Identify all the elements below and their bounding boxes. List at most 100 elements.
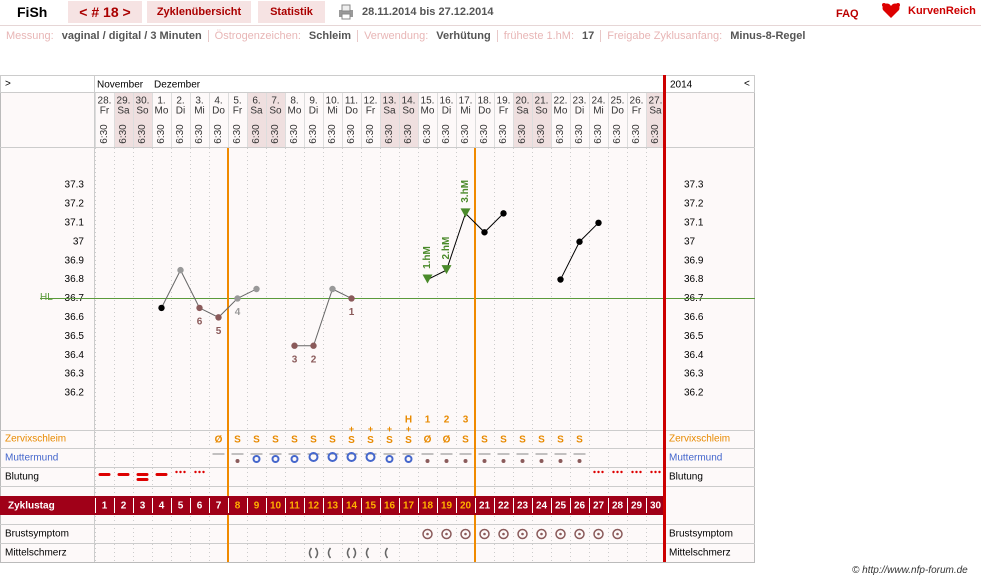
day-label: 26. <box>630 96 644 107</box>
weekday-label: Sa <box>117 106 130 117</box>
day-label: 21. <box>535 96 549 107</box>
temp-point <box>460 208 471 218</box>
hl-label: HL <box>40 292 53 303</box>
cycle-day: 19 <box>441 501 453 512</box>
day-label: 24. <box>592 96 606 107</box>
hm-label: 1.hM <box>422 246 433 269</box>
breast-icon <box>441 528 452 540</box>
spotting-icon <box>597 470 600 474</box>
faq-link[interactable]: FAQ <box>836 8 859 20</box>
weekend-shade <box>114 93 133 147</box>
cervix-icon <box>444 459 449 463</box>
y-tick-label-right: 36.8 <box>684 274 704 285</box>
mucus-symbol: S <box>576 435 583 446</box>
breast-icon <box>597 532 600 536</box>
cervix-icon <box>482 459 487 463</box>
setting-value: Schleim <box>308 30 352 42</box>
cervix-icon <box>271 455 280 463</box>
nav-right: < <box>744 79 750 90</box>
temp-point <box>177 266 184 274</box>
date-range: 28.11.2014 bis 27.12.2014 <box>362 6 494 18</box>
breast-icon <box>460 528 471 540</box>
day-label: 5. <box>233 96 241 107</box>
time-label: 6:30 <box>555 124 566 144</box>
hm-label: 2.hM <box>441 237 452 260</box>
spotting-icon <box>616 470 619 474</box>
y-tick-label: 37.3 <box>65 180 85 191</box>
y-tick-label: 36.6 <box>65 312 85 323</box>
mucus-symbol: S <box>310 435 317 446</box>
cervix-icon <box>539 459 544 463</box>
weekend-shade <box>133 93 152 147</box>
weekday-label: Sa <box>516 106 529 117</box>
weekend-shade <box>513 93 532 147</box>
pain-icon <box>346 547 351 559</box>
mucus-symbol: Ø <box>215 435 223 446</box>
pain-icon <box>352 547 357 559</box>
weekday-label: Fr <box>233 106 243 117</box>
y-tick-label-right: 37 <box>684 236 696 247</box>
mucus-symbol: S <box>519 435 526 446</box>
bleeding-icon <box>155 473 168 476</box>
cycle-day: 1 <box>102 501 108 512</box>
mucus-symbol: S+ <box>386 424 393 445</box>
cervix-icon <box>327 452 338 462</box>
tab[interactable]: Zyklenübersicht <box>147 1 251 23</box>
day-label: 2. <box>176 96 184 107</box>
y-tick-label: 36.8 <box>65 274 85 285</box>
mucus-symbol: S <box>500 435 507 446</box>
cycle-nav[interactable]: < # 18 > <box>68 1 142 23</box>
weekend-shade <box>266 93 285 147</box>
row-label: Blutung <box>5 472 39 483</box>
day-label: 15. <box>421 96 435 107</box>
brand: KurvenReich <box>908 5 976 17</box>
time-label: 6:30 <box>289 124 300 144</box>
weekday-label: Do <box>212 106 225 117</box>
breast-icon <box>559 532 562 536</box>
spotting-icon <box>658 470 661 474</box>
spotting-icon <box>631 470 634 474</box>
row-label: Brustsymptom <box>5 529 69 540</box>
cervix-icon <box>385 455 394 463</box>
setting-label: Östrogenzeichen: <box>214 30 301 42</box>
tab[interactable]: Statistik <box>258 1 325 23</box>
print-icon[interactable] <box>338 4 354 20</box>
mucus-symbol: S <box>272 435 279 446</box>
row-label: Mittelschmerz <box>5 548 67 559</box>
spotting-icon <box>635 470 638 474</box>
cervix-icon <box>346 452 357 462</box>
temp-point <box>481 229 488 236</box>
weekend-shade <box>380 93 399 147</box>
brand-icon <box>882 3 900 19</box>
time-label: 6:30 <box>270 124 281 144</box>
spotting-icon <box>194 470 197 474</box>
weekday-label: Mo <box>288 106 302 117</box>
y-tick-label-right: 37.2 <box>684 199 704 210</box>
spotting-icon <box>183 470 186 474</box>
day-label: 1. <box>157 96 165 107</box>
y-tick-label: 37.2 <box>65 199 85 210</box>
mucus-symbol: S <box>557 435 564 446</box>
spotting-icon <box>654 470 657 474</box>
bleeding-icon <box>136 473 149 476</box>
cervix-icon <box>577 459 582 463</box>
breast-icon <box>616 532 619 536</box>
temp-point <box>422 274 433 284</box>
mucus-symbol: S <box>329 435 336 446</box>
breast-icon <box>426 532 429 536</box>
day-label: 11. <box>345 96 358 107</box>
cervix-icon <box>308 452 319 462</box>
weekday-label: So <box>535 106 548 117</box>
cervix-icon <box>463 459 468 463</box>
day-label: 7. <box>271 96 279 107</box>
day-label: 3. <box>195 96 203 107</box>
temp-point <box>234 295 241 302</box>
day-label: 20. <box>516 96 530 107</box>
row-label: Zervixschleim <box>5 434 66 445</box>
weekday-label: Do <box>478 106 491 117</box>
breast-icon <box>521 532 524 536</box>
breast-icon <box>578 532 581 536</box>
cycle-day-bar <box>0 496 665 515</box>
cycle-day: 7 <box>216 501 222 512</box>
